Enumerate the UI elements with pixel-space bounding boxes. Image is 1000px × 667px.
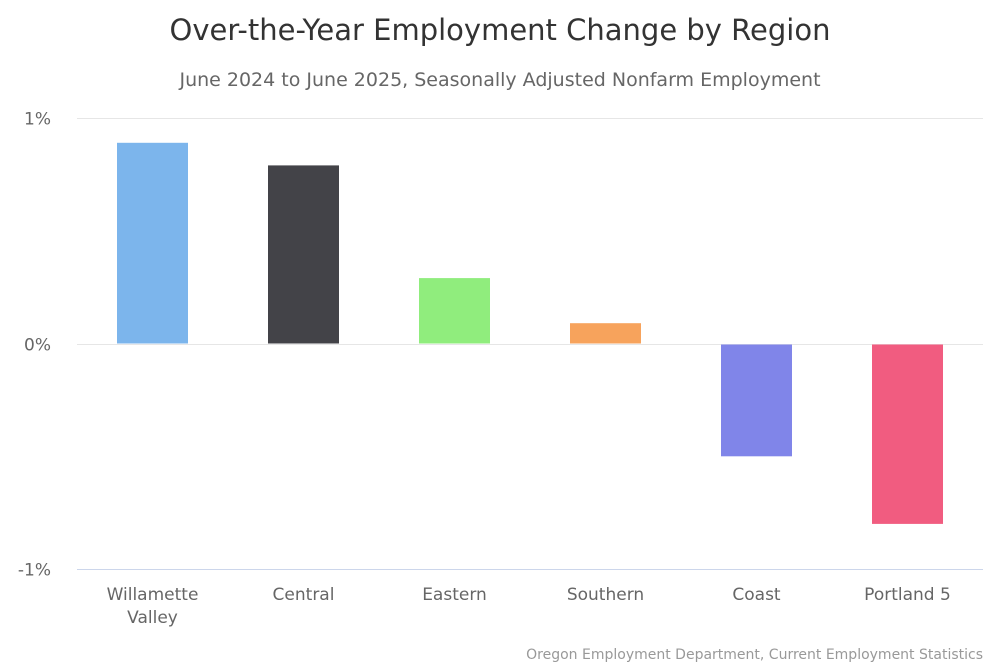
category-labels: Willamette Valley Central Eastern Southern Co… bbox=[107, 585, 951, 628]
grid: 1% 0% -1% bbox=[18, 110, 983, 581]
bars bbox=[117, 142, 943, 524]
x-category-label: Valley bbox=[127, 608, 178, 628]
bar[interactable] bbox=[117, 142, 188, 344]
chart-title: Over-the-Year Employment Change by Regio… bbox=[170, 13, 831, 47]
x-category-label: Southern bbox=[567, 585, 644, 605]
y-tick-label: -1% bbox=[18, 561, 51, 581]
x-category-label: Portland 5 bbox=[864, 585, 951, 605]
x-category-label: Coast bbox=[732, 585, 781, 605]
chart-subtitle: June 2024 to June 2025, Seasonally Adjus… bbox=[178, 69, 820, 91]
x-category-label: Willamette bbox=[107, 585, 199, 605]
y-tick-label: 0% bbox=[24, 336, 51, 356]
x-category-label: Eastern bbox=[422, 585, 487, 605]
bar[interactable] bbox=[872, 344, 943, 524]
bar[interactable] bbox=[721, 344, 792, 457]
chart-credit: Oregon Employment Department, Current Em… bbox=[526, 647, 983, 663]
bar[interactable] bbox=[570, 323, 641, 344]
bar[interactable] bbox=[268, 165, 339, 344]
bar[interactable] bbox=[419, 278, 490, 344]
x-category-label: Central bbox=[273, 585, 335, 605]
y-tick-label: 1% bbox=[24, 110, 51, 130]
